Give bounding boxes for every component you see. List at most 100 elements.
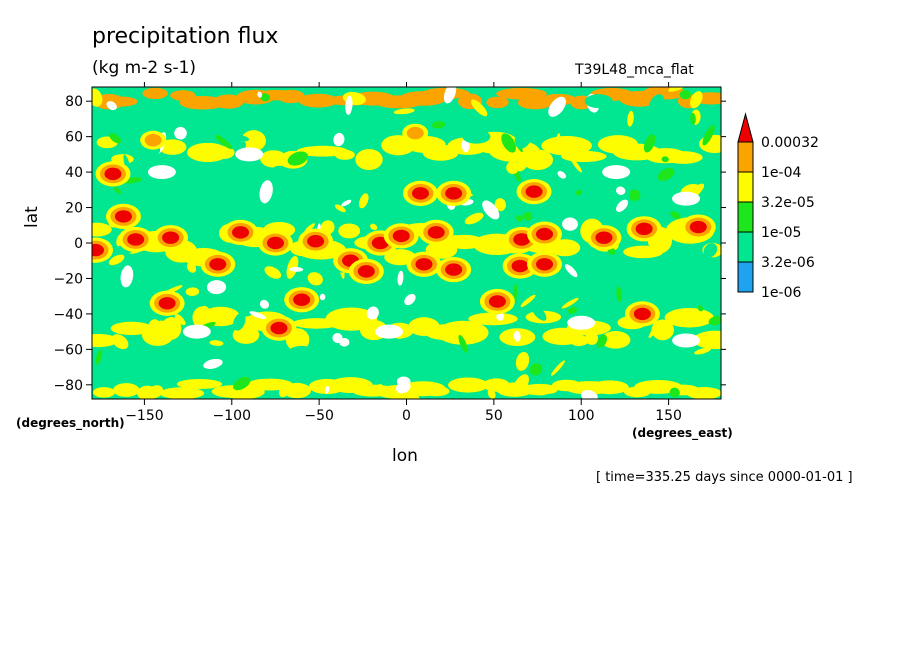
- convective-cell: [536, 227, 554, 241]
- texture-cell: [157, 320, 167, 328]
- texture-cell: [599, 257, 616, 277]
- x-tick-label: −100: [213, 408, 251, 424]
- texture-cell: [209, 340, 224, 346]
- texture-cell: [341, 199, 352, 207]
- y-tick-label: 80: [65, 94, 83, 110]
- texture-cell: [324, 385, 330, 394]
- band-cell: [92, 333, 119, 348]
- band-cell: [241, 130, 266, 152]
- texture-cell: [501, 133, 516, 153]
- band-cell: [212, 146, 235, 159]
- texture-cell: [520, 294, 536, 308]
- texture-cell: [482, 200, 500, 220]
- texture-cell: [513, 330, 521, 342]
- texture-cell: [529, 363, 543, 376]
- convective-cell: [513, 233, 531, 246]
- texture-cell: [111, 334, 129, 350]
- texture-cell: [543, 350, 562, 363]
- texture-cell: [670, 211, 681, 220]
- texture-cell: [440, 326, 457, 336]
- texture-cell: [333, 132, 345, 147]
- band-cell: [142, 87, 168, 100]
- texture-cell: [287, 151, 309, 166]
- texture-cell: [366, 306, 379, 320]
- texture-cell: [562, 217, 578, 231]
- colorbar-segment: [737, 231, 754, 263]
- contour-patch: [147, 165, 176, 180]
- texture-cell: [669, 387, 680, 398]
- x-tick-label: 100: [568, 408, 595, 424]
- convective-cell: [525, 185, 543, 198]
- texture-cell: [661, 156, 669, 163]
- texture-cell: [494, 198, 506, 212]
- x-axis-unit: (degrees_east): [632, 426, 733, 440]
- texture-cell: [694, 347, 711, 355]
- y-tick-label: −80: [53, 378, 83, 394]
- convective-cell: [104, 167, 122, 181]
- texture-cell: [147, 385, 164, 399]
- texture-cell: [134, 204, 145, 214]
- texture-cell: [643, 134, 656, 153]
- band-cell: [176, 378, 223, 390]
- colorbar-segment: [737, 261, 754, 293]
- texture-cell: [548, 96, 566, 117]
- texture-cell: [597, 334, 608, 348]
- texture-cell: [557, 171, 567, 179]
- contour-patch: [602, 165, 631, 180]
- texture-cell: [186, 262, 197, 273]
- x-ticks: −150 −100 −50 0 50 100 150: [125, 82, 682, 424]
- band-cell: [549, 239, 581, 257]
- texture-cell: [431, 121, 446, 129]
- texture-cell: [307, 272, 323, 286]
- colorbar-segment: [737, 141, 754, 173]
- texture-cell: [487, 388, 496, 399]
- convective-cell: [114, 210, 132, 223]
- x-tick-label: 0: [402, 408, 411, 424]
- band-cell: [693, 330, 721, 350]
- x-tick-label: 50: [485, 408, 503, 424]
- band-cell: [541, 136, 592, 156]
- texture-cell: [259, 299, 270, 309]
- convective-cell: [445, 263, 463, 276]
- colorbar-label: 1e-06: [761, 285, 801, 301]
- texture-cell: [334, 204, 346, 213]
- texture-cell: [397, 270, 404, 286]
- colorbar-segment: [737, 201, 754, 233]
- texture-cell: [108, 254, 125, 266]
- texture-cell: [585, 332, 599, 345]
- colorbar-label: 3.2e-06: [761, 255, 815, 271]
- band-cell: [663, 151, 703, 164]
- band-cell: [521, 383, 558, 396]
- texture-cell: [531, 304, 547, 321]
- texture-cell: [109, 133, 122, 144]
- y-axis-unit: (degrees_north): [16, 416, 125, 430]
- contour-patch: [235, 147, 264, 162]
- texture-cell: [203, 358, 223, 369]
- texture-cell: [393, 108, 415, 115]
- texture-cell: [458, 334, 468, 353]
- contour-patch: [672, 191, 701, 206]
- texture-cell: [404, 293, 416, 306]
- texture-cell: [575, 189, 583, 196]
- texture-cell: [616, 199, 629, 212]
- texture-cell: [471, 99, 488, 117]
- convective-cell: [633, 307, 651, 321]
- texture-cell: [370, 223, 378, 231]
- texture-cell: [358, 193, 369, 209]
- texture-cell: [147, 116, 157, 128]
- texture-cell: [571, 158, 582, 173]
- chart-title: precipitation flux: [92, 24, 279, 49]
- texture-cell: [259, 180, 273, 204]
- convective-cell: [392, 229, 410, 243]
- texture-cell: [136, 300, 148, 309]
- texture-cell: [376, 384, 384, 393]
- band-cell: [423, 386, 450, 397]
- band-cell: [113, 383, 140, 397]
- band-cell: [298, 93, 339, 108]
- time-label: [ time=335.25 days since 0000-01-01 ]: [596, 470, 853, 485]
- convective-cell: [158, 297, 176, 310]
- texture-cell: [269, 165, 284, 179]
- convective-cell: [162, 231, 180, 244]
- band-cell: [686, 386, 721, 399]
